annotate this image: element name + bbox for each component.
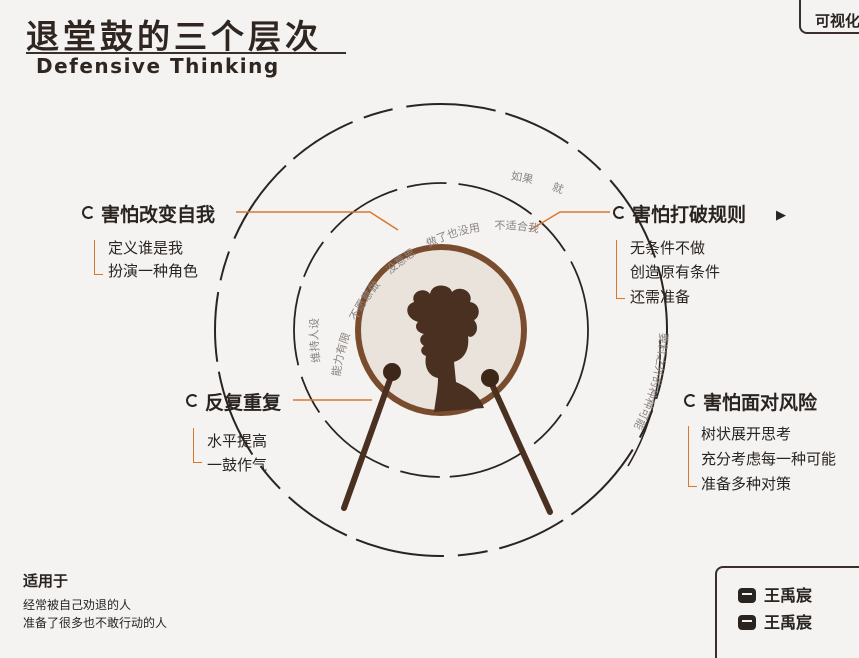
connector-break-rules: [529, 211, 610, 231]
item-repeat-1: 一鼓作气: [207, 456, 268, 474]
refresh-icon: [82, 206, 95, 219]
page-subtitle: Defensive Thinking: [36, 54, 280, 78]
item-face-risk-2: 准备多种对策: [701, 475, 792, 493]
item-face-risk-1: 充分考虑每一种可能: [701, 450, 837, 468]
item-break-rules-2: 还需准备: [630, 288, 691, 306]
refresh-icon: [613, 206, 626, 219]
bracket-change-self: [94, 240, 103, 275]
author-wechat[interactable]: 王禹宸: [738, 609, 812, 633]
right-drumstick-head: [481, 369, 499, 387]
item-face-risk-0: 树状展开思考: [701, 425, 792, 443]
connector-change-self: [236, 211, 399, 231]
applies-line-0: 经常被自己劝退的人: [23, 598, 132, 612]
head-silhouette-icon: [407, 285, 484, 412]
page-title: 退堂鼓的三个层次: [26, 17, 322, 56]
bracket-break-rules: [616, 240, 625, 299]
outer-right-arc: [627, 339, 661, 467]
wechat-icon: [738, 615, 756, 630]
ring-label-left: 维持人设: [307, 318, 323, 364]
item-change-self-0: 定义谁是我: [108, 239, 184, 257]
left-drumstick-head: [383, 363, 401, 381]
refresh-icon: [186, 394, 199, 407]
cursor-icon: ▶: [776, 208, 786, 223]
item-break-rules-1: 创造原有条件: [630, 263, 721, 281]
applies-line-1: 准备了很多也不敢行动的人: [23, 616, 168, 630]
applies-title: 适用于: [23, 572, 69, 590]
heading-repeat: 反复重复: [186, 388, 281, 415]
middle-ring: [293, 182, 589, 478]
left-drumstick: [341, 371, 395, 511]
item-change-self-1: 扮演一种角色: [108, 262, 199, 280]
author-bilibili[interactable]: 王禹宸: [738, 582, 812, 606]
heading-face-risk: 害怕面对风险: [684, 388, 817, 415]
author-box: [715, 566, 859, 658]
right-drumstick: [487, 377, 553, 515]
bracket-face-risk: [688, 426, 697, 487]
top-right-tag: 可视化: [799, 0, 859, 34]
title-divider: [26, 52, 346, 54]
ring-label-outer: 如果就: [510, 168, 566, 196]
heading-break-rules: 害怕打破规则: [613, 200, 746, 227]
heading-change-self: 害怕改变自我: [82, 200, 215, 227]
item-break-rules-0: 无条件不做: [630, 239, 706, 257]
bracket-repeat: [193, 428, 202, 463]
outer-ring: [214, 103, 668, 557]
refresh-icon: [684, 394, 697, 407]
bilibili-icon: [738, 588, 756, 603]
item-repeat-0: 水平提高: [207, 432, 268, 450]
